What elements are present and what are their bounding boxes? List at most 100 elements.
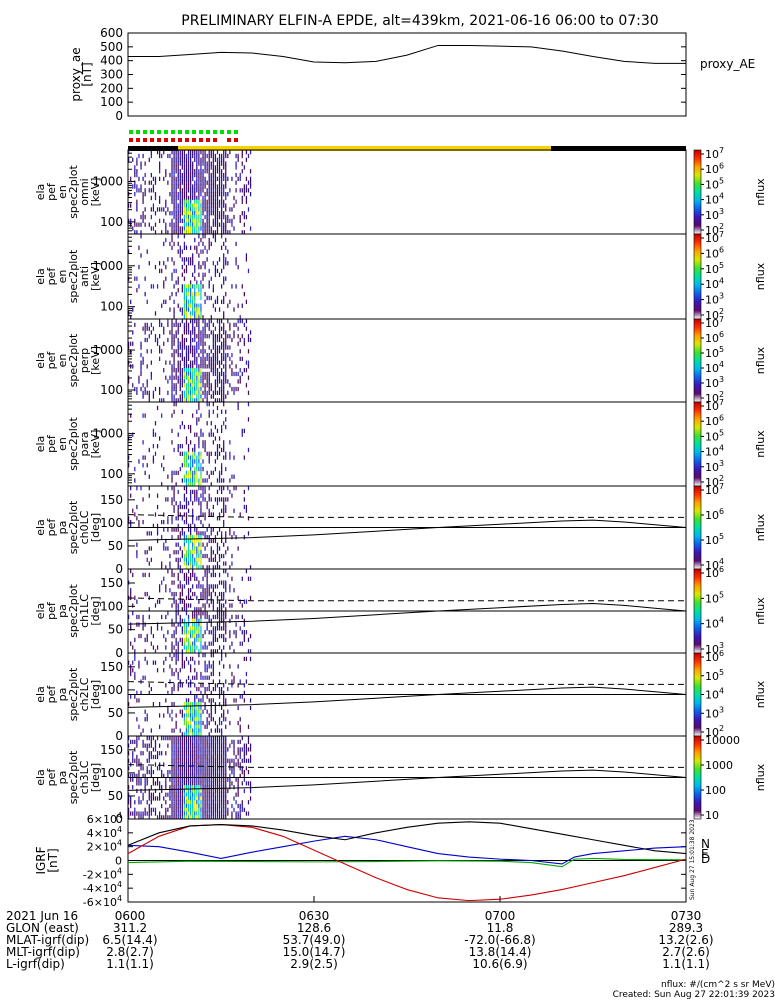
heatmap-cell	[214, 237, 217, 243]
heatmap-cell	[161, 614, 163, 620]
heatmap-cell	[208, 356, 210, 361]
heatmap-cell	[185, 777, 188, 782]
heatmap-cell	[181, 463, 183, 468]
heatmap-cell	[187, 705, 190, 711]
heatmap-cell	[185, 781, 188, 786]
heatmap-cell	[192, 630, 194, 635]
heatmap-cell	[216, 811, 219, 816]
heatmap-cell	[202, 261, 204, 266]
heatmap-cell	[206, 192, 208, 197]
heatmap-cell	[216, 165, 219, 170]
heatmap-cell	[181, 451, 183, 456]
heatmap-cell	[206, 626, 208, 631]
heatmap-cell	[161, 153, 163, 159]
heatmap-cell	[210, 546, 212, 551]
heatmap-cell	[223, 276, 225, 281]
heatmap-cell	[128, 150, 130, 155]
heatmap-cell	[243, 497, 245, 502]
spectrogram-panel-ch1LC: 050100150elapefpaspec2plotch1LC[deg]1031…	[34, 565, 767, 660]
heatmap-cell	[136, 157, 138, 162]
ytick-label: 1000	[92, 426, 123, 440]
heatmap-cell	[241, 153, 243, 159]
heatmap-cell	[173, 811, 175, 816]
heatmap-cell	[179, 796, 181, 801]
heatmap-cell	[221, 466, 223, 472]
heatmap-cell	[218, 603, 221, 608]
heatmap-cell	[173, 486, 175, 491]
heatmap-cell	[218, 478, 221, 483]
loss-cone-line	[127, 686, 687, 708]
heatmap-cell	[173, 751, 175, 756]
heatmap-cell	[241, 747, 243, 752]
heatmap-cell	[223, 172, 225, 178]
heatmap-cell	[171, 781, 173, 786]
heatmap-cell	[198, 482, 200, 487]
heatmap-cell	[190, 337, 192, 343]
heatmap-cell	[150, 736, 152, 741]
heatmap-cell	[142, 618, 144, 623]
heatmap-cell	[198, 747, 200, 752]
heatmap-cell	[171, 535, 173, 540]
heatmap-cell	[183, 337, 186, 343]
heatmap-cell	[200, 470, 202, 476]
heatmap-cell	[218, 773, 221, 778]
heatmap-cell	[192, 766, 194, 771]
flag-red-mark	[129, 138, 133, 142]
heatmap-cell	[169, 713, 171, 718]
heatmap-cell	[196, 792, 198, 797]
heatmap-cell	[198, 649, 200, 654]
heatmap-cell	[183, 455, 186, 460]
heatmap-cell	[173, 769, 175, 775]
heatmap-cell	[221, 230, 223, 235]
heatmap-cell	[225, 226, 227, 231]
heatmap-cell	[212, 288, 214, 293]
heatmap-cell	[198, 405, 200, 411]
panel-ylabel-line: spec2plot	[67, 417, 80, 471]
heatmap-cell	[204, 486, 206, 491]
heatmap-cell	[221, 762, 223, 767]
heatmap-cell	[192, 777, 194, 782]
heatmap-cell	[187, 478, 190, 483]
heatmap-cell	[206, 257, 208, 262]
heatmap-cell	[214, 649, 217, 654]
heatmap-cell	[212, 773, 214, 778]
heatmap-cell	[177, 288, 179, 293]
time-axis-mlt: 15.0(14.7)	[283, 945, 346, 959]
heatmap-cell	[243, 214, 245, 220]
heatmap-cell	[136, 811, 138, 816]
heatmap-cell	[243, 489, 245, 495]
heatmap-cell	[216, 451, 219, 456]
heatmap-cell	[152, 428, 155, 434]
heatmap-cell	[235, 792, 237, 797]
heatmap-cell	[134, 466, 136, 472]
heatmap-cell	[185, 176, 188, 182]
heatmap-cell	[223, 402, 225, 407]
spectrogram-panel-anti: 1001000elapefenspec2plotanti[keV]1021031…	[34, 230, 767, 322]
heatmap-cell	[134, 478, 136, 483]
heatmap-cell	[198, 611, 200, 616]
heatmap-cell	[196, 785, 198, 790]
heatmap-cell	[140, 781, 142, 786]
heatmap-cell	[171, 364, 173, 369]
panel-ylabel-line: para	[78, 432, 91, 457]
heatmap-cell	[247, 153, 250, 159]
heatmap-cell	[212, 800, 214, 805]
heatmap-cell	[214, 180, 217, 185]
heatmap-cell	[243, 211, 245, 216]
heatmap-cell	[221, 603, 223, 608]
heatmap-cell	[171, 180, 173, 185]
heatmap-cell	[177, 368, 179, 373]
heatmap-cell	[239, 214, 241, 220]
heatmap-cell	[171, 497, 173, 502]
heatmap-cell	[183, 284, 186, 289]
heatmap-cell	[249, 169, 252, 174]
heatmap-cell	[177, 218, 179, 224]
heatmap-cell	[196, 398, 198, 403]
heatmap-cell	[208, 785, 210, 790]
heatmap-cell	[179, 211, 181, 216]
heatmap-cell	[165, 811, 167, 816]
heatmap-cell	[154, 421, 157, 426]
heatmap-cell	[243, 165, 245, 170]
heatmap-cell	[179, 218, 181, 224]
